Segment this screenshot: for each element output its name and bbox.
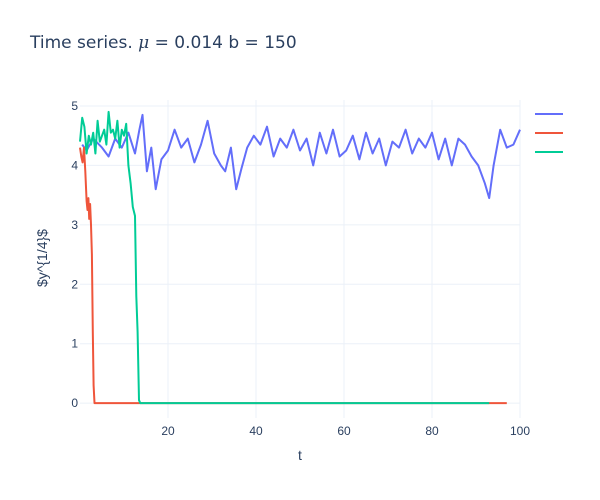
series-line-1 bbox=[81, 113, 521, 200]
chart-title-suffix: = 0.014 b = 150 bbox=[149, 33, 297, 53]
x-tick-label: 100 bbox=[510, 424, 530, 438]
chart-title-prefix: Time series. bbox=[30, 33, 139, 53]
x-tick-label: 80 bbox=[425, 424, 439, 438]
series-layer bbox=[79, 110, 521, 405]
y-tick-label: 2 bbox=[71, 277, 78, 291]
x-tick-label: 60 bbox=[337, 424, 351, 438]
y-tick-label: 4 bbox=[71, 158, 78, 172]
legend[interactable] bbox=[535, 113, 563, 153]
chart-title-symbol: μ bbox=[138, 33, 150, 53]
x-axis-title: t bbox=[298, 447, 302, 463]
series-line-3 bbox=[79, 110, 490, 405]
y-tick-label: 5 bbox=[71, 99, 78, 113]
chart-title: Time series. μ = 0.014 b = 150 bbox=[30, 33, 297, 53]
y-tick-label: 3 bbox=[71, 218, 78, 232]
y-tick-label: 0 bbox=[71, 396, 78, 410]
x-tick-label: 20 bbox=[161, 424, 175, 438]
y-tick-label: 1 bbox=[71, 337, 78, 351]
x-tick-label: 40 bbox=[249, 424, 263, 438]
series-line-2 bbox=[79, 146, 507, 405]
tick-labels: 0 1 2 3 4 5 20 40 60 80 100 bbox=[71, 99, 530, 438]
y-axis-title: $y^{1/4}$ bbox=[34, 229, 50, 287]
